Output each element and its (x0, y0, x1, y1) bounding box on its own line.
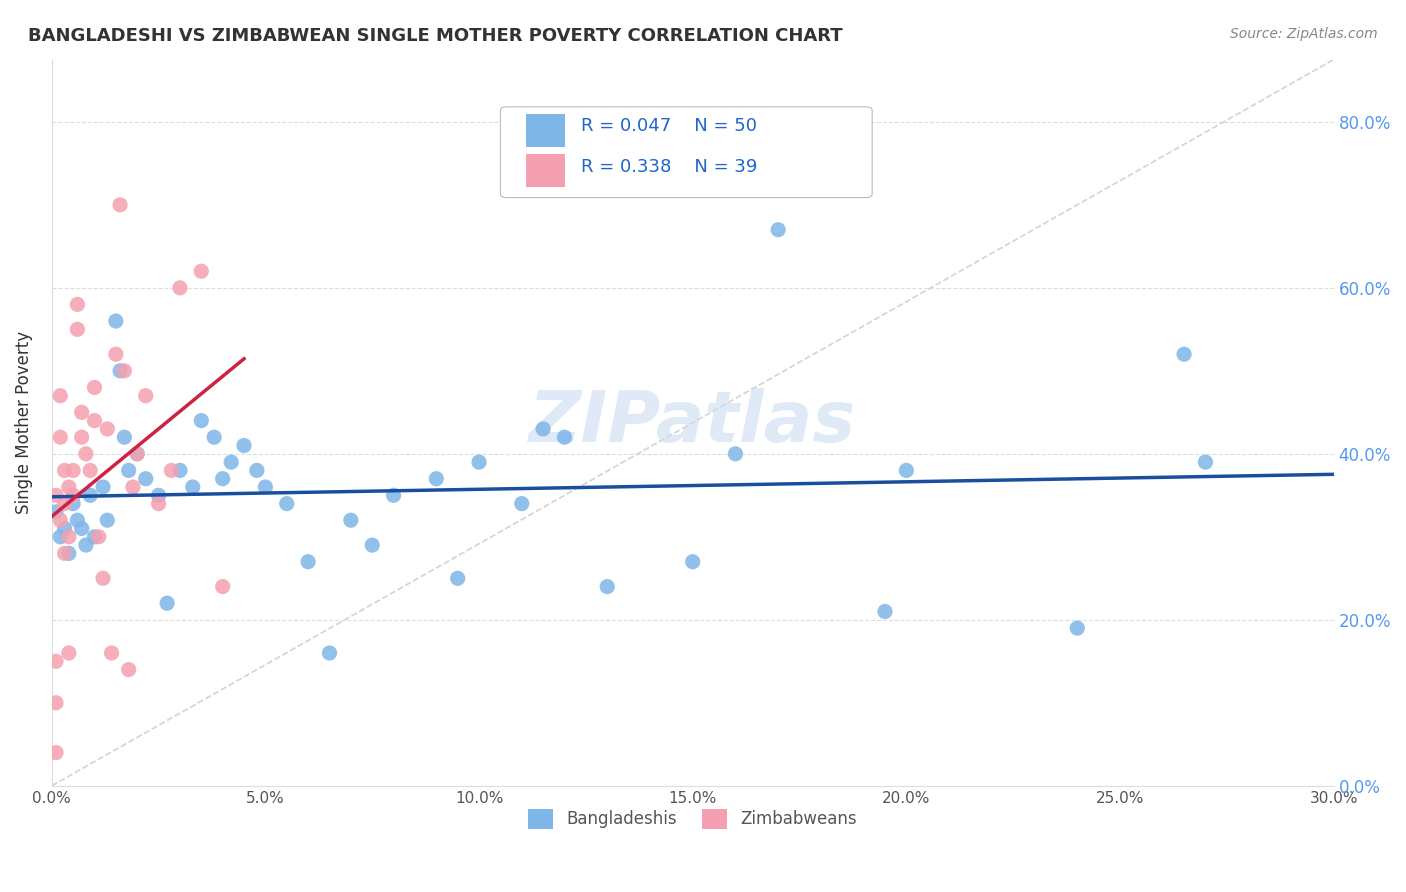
Point (169, 281, 191, 295)
Point (45, 654, 67, 668)
Point (202, 430, 225, 444)
Point (896, 463, 918, 477)
Point (53, 521, 76, 535)
Point (510, 497, 533, 511)
Point (122, 480, 145, 494)
Point (118, 663, 141, 677)
Point (45, 505, 67, 519)
Legend: Bangladeshis, Zimbabweans: Bangladeshis, Zimbabweans (522, 802, 863, 836)
Point (66, 513, 89, 527)
Point (83, 530, 105, 544)
Point (340, 513, 363, 527)
Point (211, 472, 233, 486)
Point (104, 347, 127, 361)
Point (45, 696, 67, 710)
Point (447, 571, 470, 585)
Point (75, 538, 97, 552)
Point (297, 555, 319, 569)
Point (148, 488, 170, 502)
Point (58, 480, 80, 494)
Bar (526, 114, 564, 147)
Text: R = 0.047    N = 50: R = 0.047 N = 50 (581, 118, 758, 136)
Text: ZIPatlas: ZIPatlas (529, 388, 856, 458)
Point (83, 414, 105, 428)
Point (58, 646, 80, 660)
Point (1194, 455, 1216, 469)
Point (70, 405, 93, 419)
Point (45, 746, 67, 760)
Point (49, 530, 72, 544)
Point (62, 463, 84, 477)
Point (468, 455, 491, 469)
Point (104, 314, 127, 328)
Point (127, 447, 149, 461)
Text: R = 0.338    N = 39: R = 0.338 N = 39 (581, 158, 758, 176)
Point (49, 513, 72, 527)
Point (190, 264, 212, 278)
FancyBboxPatch shape (501, 107, 872, 197)
Point (83, 380, 105, 394)
Point (135, 389, 157, 403)
Point (118, 463, 141, 477)
Point (276, 497, 298, 511)
Point (62, 488, 84, 502)
Point (79, 463, 101, 477)
Point (219, 455, 242, 469)
Point (246, 463, 269, 477)
Point (70, 521, 93, 535)
Point (66, 297, 89, 311)
Point (382, 488, 405, 502)
Bar (526, 154, 564, 186)
Point (49, 430, 72, 444)
Point (211, 580, 233, 594)
Point (45, 488, 67, 502)
Point (58, 546, 80, 560)
Point (766, 223, 789, 237)
Y-axis label: Single Mother Poverty: Single Mother Poverty (15, 331, 32, 515)
Point (87, 530, 110, 544)
Point (75, 447, 97, 461)
Point (181, 480, 204, 494)
Point (682, 555, 704, 569)
Point (127, 447, 149, 461)
Point (160, 463, 183, 477)
Point (169, 463, 191, 477)
Text: BANGLADESHI VS ZIMBABWEAN SINGLE MOTHER POVERTY CORRELATION CHART: BANGLADESHI VS ZIMBABWEAN SINGLE MOTHER … (28, 27, 842, 45)
Point (135, 472, 157, 486)
Point (108, 364, 131, 378)
Point (100, 646, 122, 660)
Point (318, 646, 340, 660)
Point (108, 198, 131, 212)
Point (148, 497, 170, 511)
Point (91, 571, 114, 585)
Point (425, 472, 447, 486)
Point (49, 389, 72, 403)
Point (553, 430, 575, 444)
Point (53, 497, 76, 511)
Point (156, 596, 179, 610)
Point (70, 430, 93, 444)
Point (1173, 347, 1195, 361)
Point (724, 447, 747, 461)
Point (62, 497, 84, 511)
Point (53, 463, 76, 477)
Point (873, 605, 896, 619)
Point (531, 422, 554, 436)
Text: Source: ZipAtlas.com: Source: ZipAtlas.com (1230, 27, 1378, 41)
Point (58, 530, 80, 544)
Point (361, 538, 384, 552)
Point (1066, 621, 1088, 635)
Point (596, 580, 619, 594)
Point (254, 480, 277, 494)
Point (53, 546, 76, 560)
Point (112, 430, 135, 444)
Point (91, 480, 114, 494)
Point (190, 414, 212, 428)
Point (79, 488, 101, 502)
Point (66, 322, 89, 336)
Point (96, 422, 118, 436)
Point (233, 438, 256, 452)
Point (112, 364, 135, 378)
Point (96, 513, 118, 527)
